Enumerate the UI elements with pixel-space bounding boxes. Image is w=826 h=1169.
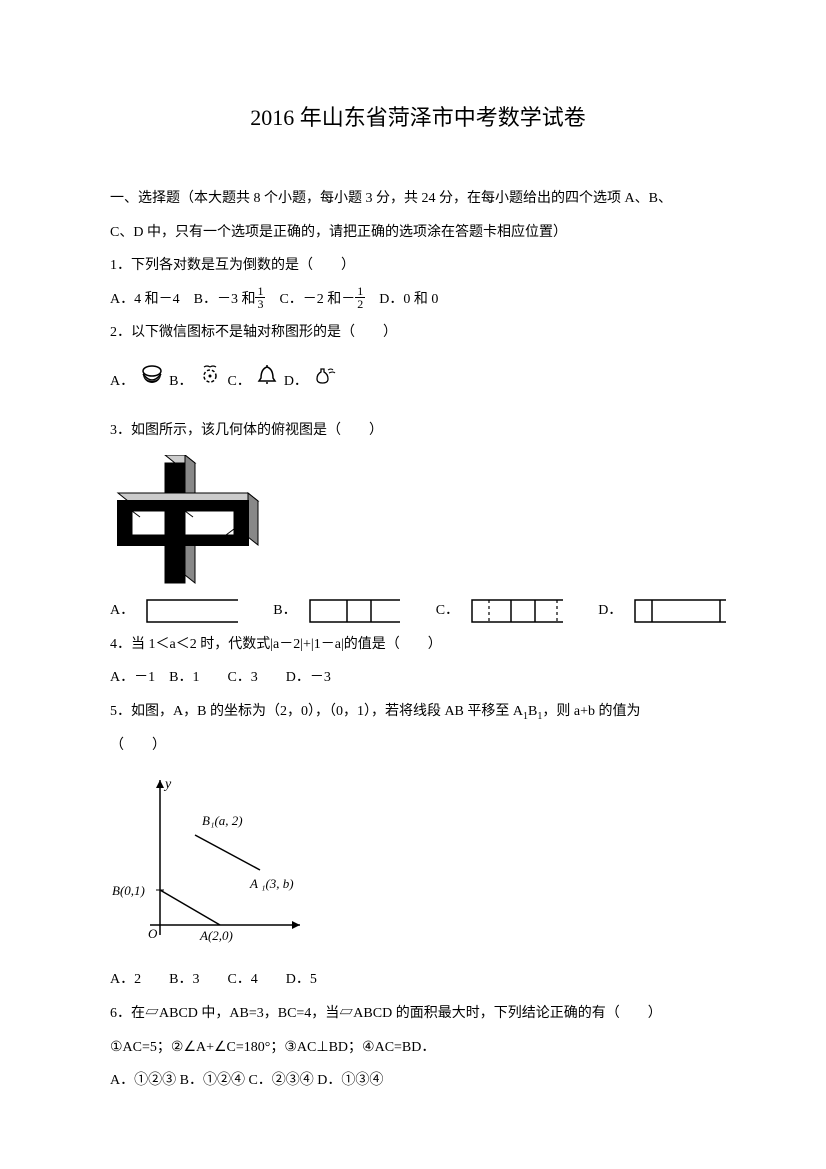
point-B-label: B(0,1) <box>112 883 145 898</box>
exam-page: 2016 年山东省菏泽市中考数学试卷 一、选择题（本大题共 8 个小题，每小题 … <box>0 0 826 1158</box>
q4-stem: 4．当 1＜a＜2 时，代数式|a－2|+|1－a|的值是（ ） <box>110 628 726 662</box>
q3-b-label: B． <box>273 594 296 628</box>
q2-d-label: D． <box>284 374 308 389</box>
q5-coordinate-graph: y O A(2,0) B(0,1) B₁(a, 2) A ₁(3, b) <box>110 770 726 955</box>
point-B1-label: B₁(a, 2) <box>202 813 243 828</box>
wechat-bowl-icon <box>140 364 164 400</box>
q3-figure-3d <box>110 455 726 590</box>
q1-optA: A．4 和－4 B．－3 和 <box>110 292 255 307</box>
wechat-bell-icon <box>256 364 278 400</box>
q2-c-label: C． <box>227 374 250 389</box>
point-A1-label: A ₁(3, b) <box>249 876 294 891</box>
section-instruction-1: 一、选择题（本大题共 8 个小题，每小题 3 分，共 24 分，在每小题给出的四… <box>110 182 726 216</box>
fraction-1-3: 13 <box>255 285 265 310</box>
q3-optD-rect <box>634 599 726 623</box>
wechat-bottle-icon <box>313 364 337 400</box>
q6-options: A．①②③ B．①②④ C．②③④ D．①③④ <box>110 1064 726 1098</box>
q3-stem: 3．如图所示，该几何体的俯视图是（ ） <box>110 414 726 448</box>
origin-label: O <box>148 926 158 941</box>
q5-stem-paren: （ ） <box>110 729 726 763</box>
q5-options: A．2 B．3 C．4 D．5 <box>110 963 726 997</box>
q3-optA-rect <box>146 599 238 623</box>
q3-d-label: D． <box>598 594 622 628</box>
q1-options: A．4 和－4 B．－3 和13 C．－2 和－12 D．0 和 0 <box>110 283 726 317</box>
q3-optB-rect <box>309 599 401 623</box>
q3-options: A． B． C． D． <box>110 594 726 628</box>
q2-options: A． B． C． D． <box>110 364 726 400</box>
q2-b-label: B． <box>169 374 192 389</box>
wechat-shake-icon <box>198 364 222 400</box>
q4-options: A．－1 B．1 C．3 D．－3 <box>110 661 726 695</box>
point-A-label: A(2,0) <box>199 928 233 943</box>
q3-optC-rect <box>471 599 563 623</box>
q3-c-label: C． <box>436 594 459 628</box>
q1-optC: C．－2 和－ <box>265 292 355 307</box>
q1-stem: 1．下列各对数是互为倒数的是（ ） <box>110 249 726 283</box>
q6-items: ①AC=5；②∠A+∠C=180°；③AC⊥BD；④AC=BD． <box>110 1031 726 1065</box>
q2-a-label: A． <box>110 374 134 389</box>
q6-stem: 6．在▱ABCD 中，AB=3，BC=4，当▱ABCD 的面积最大时，下列结论正… <box>110 997 726 1031</box>
page-title: 2016 年山东省菏泽市中考数学试卷 <box>110 100 726 132</box>
q2-stem: 2．以下微信图标不是轴对称图形的是（ ） <box>110 316 726 350</box>
q5-stem: 5．如图，A，B 的坐标为（2，0），（0，1），若将线段 AB 平移至 A1B… <box>110 695 726 729</box>
section-instruction-2: C、D 中，只有一个选项是正确的，请把正确的选项涂在答题卡相应位置） <box>110 216 726 250</box>
fraction-1-2: 12 <box>355 285 365 310</box>
y-axis-label: y <box>163 777 172 792</box>
q3-a-label: A． <box>110 594 134 628</box>
q1-optD: D．0 和 0 <box>365 292 438 307</box>
